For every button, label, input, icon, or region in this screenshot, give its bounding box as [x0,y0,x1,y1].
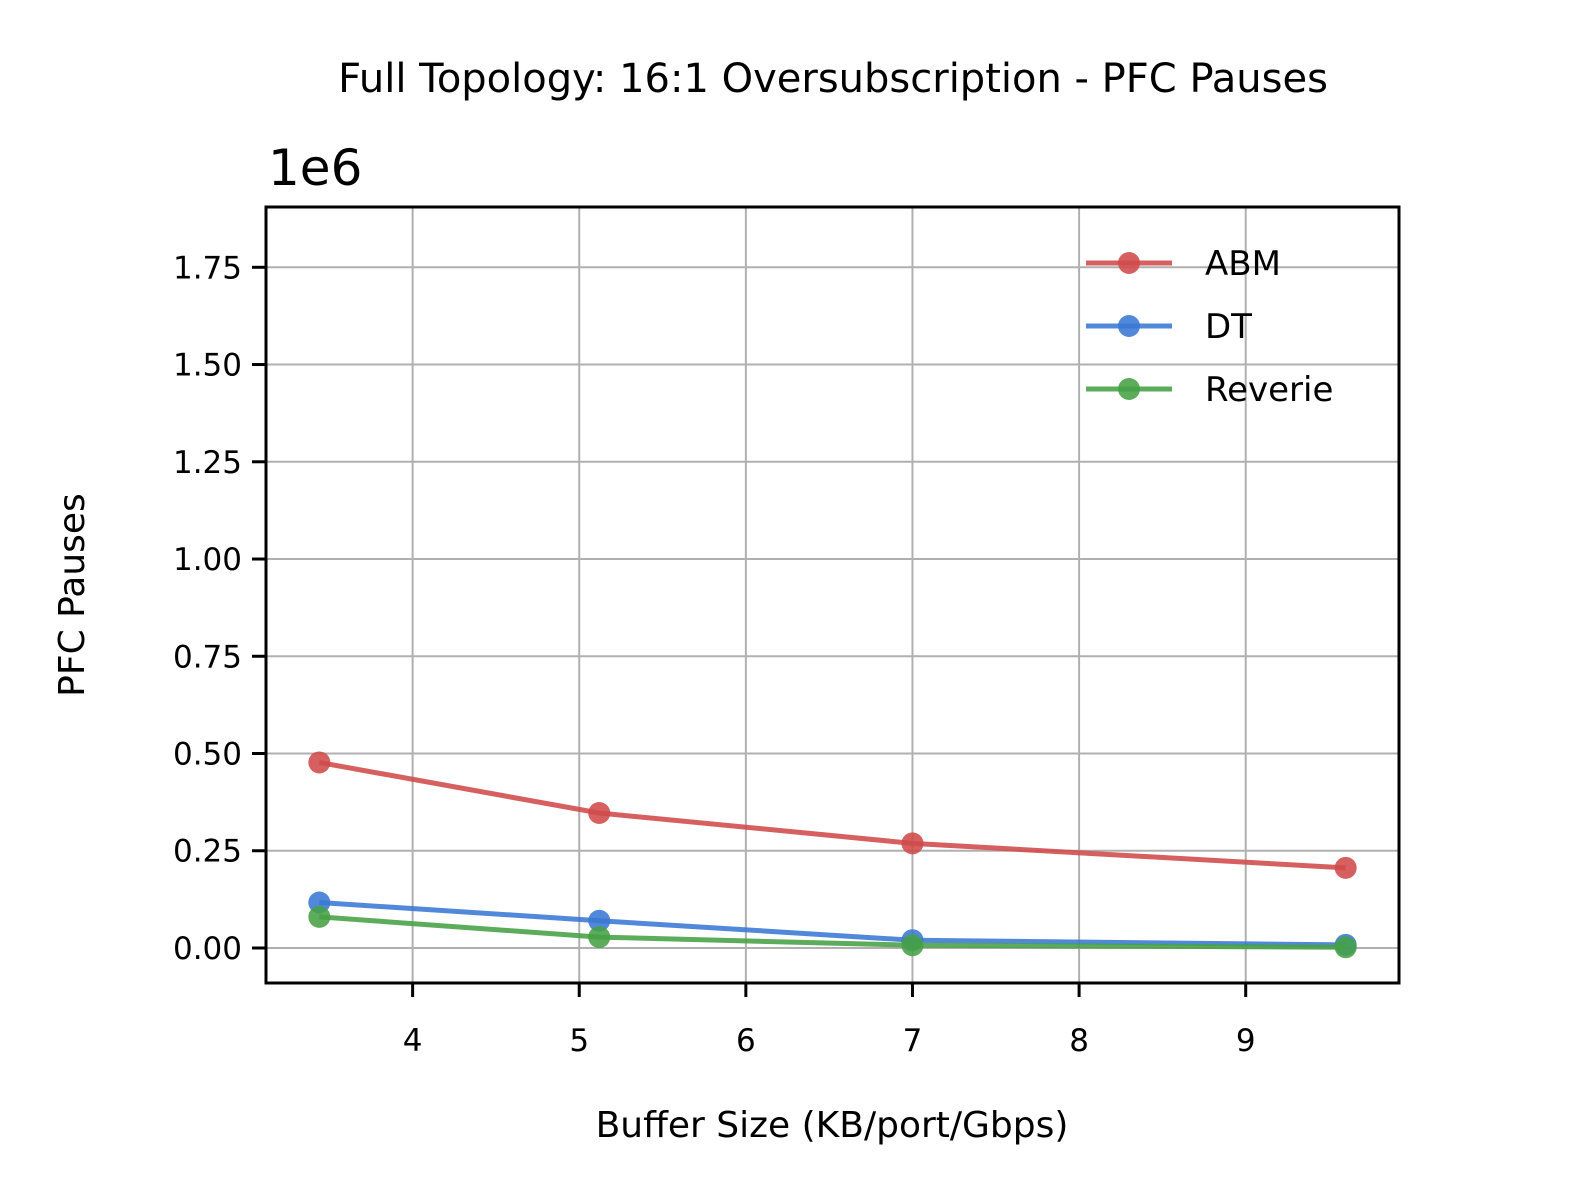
legend-label: Reverie [1205,370,1333,410]
x-axis-label: Buffer Size (KB/port/Gbps) [596,1105,1069,1146]
x-tick-label: 6 [736,1023,756,1059]
series-line [319,914,1346,950]
y-offset-label: 1e6 [268,139,362,197]
x-tick-label: 9 [1236,1023,1256,1059]
legend-marker [1118,252,1140,274]
chart-title: Full Topology: 16:1 Oversubscription - P… [338,56,1328,102]
series-abm [308,751,1357,879]
data-point [588,802,611,825]
legend-item: ABM [1086,244,1281,284]
x-tick-label: 7 [903,1023,923,1059]
legend-marker [1118,378,1140,400]
legend-item: Reverie [1086,370,1333,410]
data-point [308,751,331,774]
x-tick-label: 5 [569,1023,589,1059]
data-point [901,934,924,957]
legend-label: DT [1205,307,1252,347]
x-tick-label: 4 [403,1023,423,1059]
legend-label: ABM [1205,244,1281,284]
y-tick-label: 0.25 [173,834,242,870]
x-axis: 4 5 6 7 8 9 [403,983,1256,1059]
y-axis: 0.00 0.25 0.50 0.75 1.00 1.25 1.50 1.75 [173,250,266,967]
y-tick-label: 1.50 [173,348,242,384]
series-layer [308,751,1357,959]
data-point [1334,856,1357,879]
y-tick-label: 1.25 [173,445,242,481]
data-point [308,905,331,928]
series-line [319,899,1346,948]
legend-marker [1118,315,1140,337]
y-tick-label: 0.50 [173,737,242,773]
legend: ABM DT Reverie [1086,244,1333,410]
series-reverie [308,905,1357,959]
grid [266,207,1399,983]
y-tick-label: 0.00 [173,931,242,967]
y-axis-label: PFC Pauses [52,493,93,697]
data-point [1334,936,1357,959]
data-point [588,909,611,932]
y-tick-label: 1.75 [173,250,242,286]
y-tick-label: 0.75 [173,639,242,675]
x-tick-label: 8 [1069,1023,1089,1059]
y-tick-label: 1.00 [173,542,242,578]
legend-item: DT [1086,307,1252,347]
plot-frame [264,205,1401,985]
data-point [588,926,611,949]
data-point [901,832,924,855]
series-line [318,759,1346,871]
